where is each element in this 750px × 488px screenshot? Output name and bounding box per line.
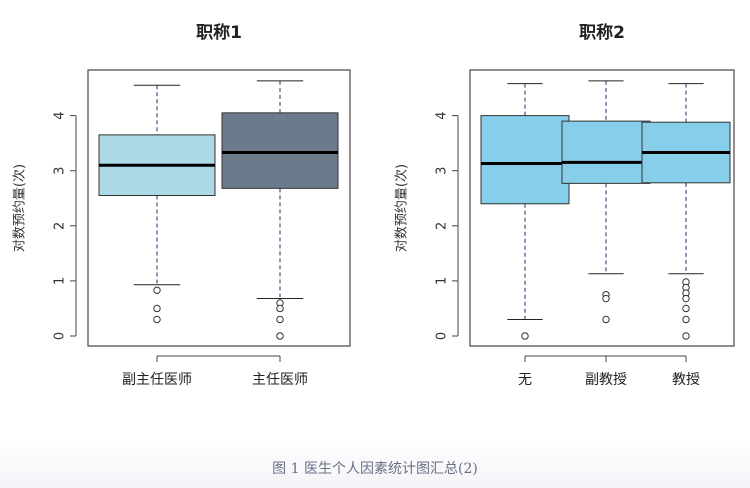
- x-tick-label: 副教授: [585, 372, 627, 388]
- outlier-point: [276, 304, 284, 313]
- outlier-point: [682, 332, 690, 340]
- y-tick-label: 4: [53, 111, 68, 119]
- y-axis-label: 对数预约量(次): [394, 164, 410, 252]
- x-tick-label: 无: [518, 372, 532, 388]
- chart-title: 职称2: [579, 22, 625, 43]
- box-iqr: [561, 120, 651, 184]
- outlier-point: [602, 294, 610, 303]
- outlier-point: [153, 315, 161, 324]
- outlier-point: [521, 332, 529, 340]
- outlier-point: [153, 304, 161, 313]
- x-tick-label: 副主任医师: [122, 372, 192, 388]
- y-tick-label: 3: [53, 167, 68, 175]
- figure-caption: 图 1 医生个人因素统计图汇总(2): [272, 461, 478, 477]
- outlier-point: [602, 315, 610, 324]
- chart-title: 职称1: [196, 22, 242, 43]
- box-plot-panel-professional-title-1: 职称1 0 1 2 3 4 对数预约量(次) 副主任医师 主任医师: [12, 22, 351, 388]
- y-axis-label: 对数预约量(次): [12, 164, 28, 252]
- caption-background: [0, 438, 750, 488]
- outlier-point: [682, 304, 690, 313]
- outlier-point: [276, 332, 284, 340]
- x-tick-label: 教授: [672, 372, 700, 388]
- outlier-point: [153, 286, 161, 294]
- box-plot-panel-professional-title-2: 职称2 0 1 2 3 4 对数预约量(次) 无 副教授 教授: [394, 22, 735, 388]
- y-tick-label: 2: [435, 222, 450, 230]
- outlier-point: [276, 315, 284, 324]
- outlier-point: [682, 294, 690, 303]
- y-tick-label: 2: [53, 222, 68, 230]
- outlier-point: [682, 315, 690, 324]
- plot-frame: [469, 69, 735, 347]
- plot-frame: [87, 69, 351, 347]
- y-tick-label: 0: [435, 332, 450, 340]
- box-iqr: [480, 115, 570, 205]
- y-tick-label: 4: [435, 111, 450, 119]
- y-tick-label: 1: [53, 277, 68, 285]
- box-iqr: [221, 112, 339, 189]
- y-tick-label: 1: [435, 277, 450, 285]
- y-tick-label: 3: [435, 167, 450, 175]
- x-tick-label: 主任医师: [252, 372, 308, 388]
- y-tick-label: 0: [53, 332, 68, 340]
